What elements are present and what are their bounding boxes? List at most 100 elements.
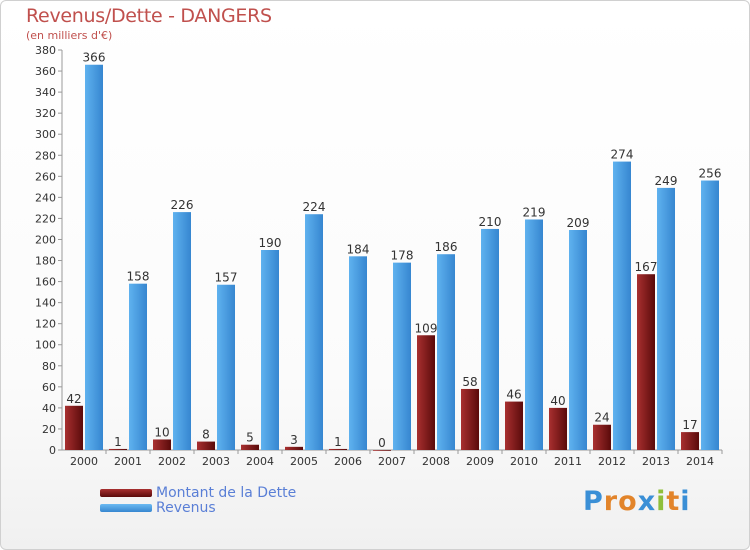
logo-letter: x (637, 486, 657, 517)
x-tick-label: 2013 (642, 455, 670, 468)
bar-debt-2010 (505, 401, 523, 450)
x-tick-label: 2007 (378, 455, 406, 468)
y-tick-label: 360 (35, 65, 56, 78)
bar-debt-2005 (285, 446, 303, 450)
legend-swatch-revenue (100, 504, 152, 512)
bar-debt-2004 (241, 444, 259, 450)
x-tick-label: 2002 (158, 455, 186, 468)
legend-label-debt: Montant de la Dette (156, 485, 297, 501)
data-label-debt: 42 (66, 392, 81, 406)
chart-axes: 0204060801001201401601802002202402602803… (35, 44, 723, 468)
data-label-revenue: 210 (479, 215, 502, 229)
x-tick-label: 2009 (466, 455, 494, 468)
x-tick-label: 2014 (686, 455, 714, 468)
bar-revenue-2012 (613, 161, 631, 450)
data-label-debt: 0 (378, 436, 386, 450)
data-label-debt: 17 (682, 418, 697, 432)
y-tick-label: 240 (35, 191, 56, 204)
logo-letter: i (680, 486, 691, 517)
bar-debt-2006 (329, 448, 347, 450)
bar-revenue-2009 (481, 228, 499, 450)
y-tick-label: 180 (35, 255, 56, 268)
y-tick-label: 100 (35, 339, 56, 352)
bar-debt-2007 (373, 450, 391, 451)
bar-revenue-2013 (657, 187, 675, 451)
x-tick-label: 2001 (114, 455, 142, 468)
y-tick-label: 80 (42, 360, 56, 373)
data-label-revenue: 366 (83, 51, 106, 65)
y-tick-label: 40 (42, 402, 56, 415)
data-label-debt: 109 (415, 321, 438, 335)
x-tick-label: 2012 (598, 455, 626, 468)
data-label-debt: 1 (334, 435, 342, 449)
logo-letter: i (656, 486, 667, 517)
chart-subtitle: (en milliers d'€) (26, 29, 113, 42)
y-tick-label: 340 (35, 86, 56, 99)
bar-revenue-2006 (349, 256, 367, 450)
bar-debt-2001 (109, 448, 127, 450)
y-tick-label: 140 (35, 297, 56, 310)
logo-letter: o (618, 486, 638, 517)
bar-revenue-2003 (217, 284, 235, 450)
data-label-debt: 5 (246, 431, 254, 445)
y-tick-label: 20 (42, 423, 56, 436)
data-label-revenue: 249 (655, 174, 678, 188)
bar-debt-2008 (417, 335, 435, 450)
y-tick-label: 220 (35, 212, 56, 225)
data-label-revenue: 157 (215, 271, 238, 285)
x-tick-label: 2006 (334, 455, 362, 468)
x-tick-label: 2010 (510, 455, 538, 468)
logo-letter: t (666, 486, 681, 517)
x-tick-label: 2000 (70, 455, 98, 468)
data-label-revenue: 274 (611, 148, 634, 162)
data-label-revenue: 158 (127, 270, 150, 284)
chart-labels: 42 366 1 158 10 226 8 157 5 190 3 224 1 184 0 178 109 186… (66, 51, 721, 450)
bar-revenue-2010 (525, 219, 543, 450)
data-label-revenue: 190 (259, 236, 282, 250)
bar-revenue-2001 (129, 283, 147, 450)
data-label-revenue: 209 (567, 216, 590, 230)
y-tick-label: 320 (35, 107, 56, 120)
bar-debt-2014 (681, 432, 699, 450)
x-tick-label: 2004 (246, 455, 274, 468)
logo-letter: r (603, 486, 619, 517)
bar-revenue-2005 (305, 214, 323, 450)
y-tick-label: 300 (35, 128, 56, 141)
data-label-revenue: 219 (523, 205, 546, 219)
bar-revenue-2011 (569, 230, 587, 450)
logo-letter: P (583, 486, 604, 517)
data-label-debt: 40 (550, 394, 565, 408)
data-label-debt: 167 (635, 260, 658, 274)
data-label-revenue: 186 (435, 240, 458, 254)
y-tick-label: 280 (35, 149, 56, 162)
y-tick-label: 120 (35, 318, 56, 331)
bar-debt-2011 (549, 407, 567, 450)
legend-label-revenue: Revenus (156, 500, 216, 516)
bar-revenue-2004 (261, 250, 279, 450)
data-label-debt: 10 (154, 425, 169, 439)
data-label-revenue: 226 (171, 198, 194, 212)
bar-revenue-2008 (437, 254, 455, 450)
x-tick-label: 2003 (202, 455, 230, 468)
data-label-debt: 8 (202, 428, 210, 442)
proxiti-logo: Proxiti (583, 486, 691, 517)
data-label-debt: 1 (114, 435, 122, 449)
bar-revenue-2007 (393, 262, 411, 450)
data-label-debt: 46 (506, 388, 521, 402)
data-label-revenue: 184 (347, 242, 370, 256)
bar-debt-2000 (65, 405, 83, 450)
x-tick-label: 2011 (554, 455, 582, 468)
y-tick-label: 60 (42, 381, 56, 394)
y-tick-label: 160 (35, 276, 56, 289)
bar-debt-2003 (197, 441, 215, 450)
bar-debt-2009 (461, 388, 479, 450)
y-tick-label: 200 (35, 233, 56, 246)
data-label-revenue: 224 (303, 200, 326, 214)
legend-swatch-debt (100, 489, 152, 497)
y-tick-label: 380 (35, 44, 56, 57)
chart-title: Revenus/Dette - DANGERS (26, 5, 272, 27)
data-label-revenue: 256 (699, 167, 722, 181)
bar-debt-2013 (637, 274, 655, 450)
bar-revenue-2002 (173, 212, 191, 450)
